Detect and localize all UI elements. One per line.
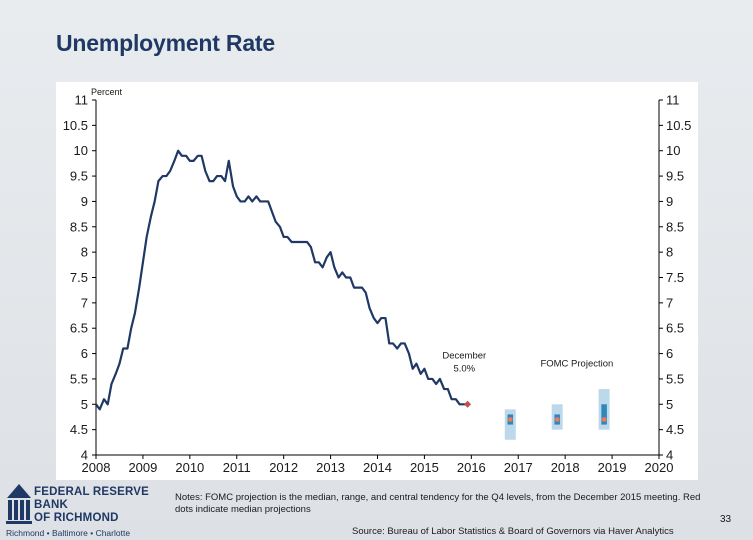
frb-richmond-logo: FEDERAL RESERVE BANK OF RICHMOND Richmon… [6,478,176,540]
y-tick-label-left: 8 [81,245,88,260]
x-tick-label: 2013 [316,460,345,475]
y-tick-label-left: 11 [75,93,89,108]
projection-median-dot-1 [507,417,513,422]
x-tick-label: 2008 [82,460,111,475]
y-tick-label-left: 4.5 [70,422,88,437]
projection-central-tendency-3 [601,404,607,425]
y-tick-label-right: 4.5 [666,422,684,437]
x-tick-label: 2010 [175,460,204,475]
y-tick-label-right: 8 [666,245,673,260]
x-tick-label: 2009 [128,460,157,475]
y-tick-label-right: 8.5 [666,219,684,234]
y-tick-label-left: 7.5 [70,270,88,285]
unemployment-line [95,149,468,411]
x-tick-label: 2015 [410,460,439,475]
y-axis-label: Percent [91,87,123,97]
unemployment-chart: 11 10.5 10 9.5 9 8.5 8 7.5 7 6.5 6 5.5 5 4.5 4 11 10.5 10… [63,87,692,475]
logo-line-1: FEDERAL RESERVE BANK [34,486,150,511]
annotation-3: FOMC Projection [540,358,613,369]
projection-median-dot-2 [554,417,560,422]
y-tick-label-left: 4 [81,448,88,463]
y-tick-label-right: 10.5 [666,118,691,133]
logo-cities: Richmond • Baltimore • Charlotte [6,528,131,538]
page-number: 33 [720,514,732,525]
x-tick-label: 2018 [551,460,580,475]
annotation-1: December [442,351,486,362]
x-tick-label: 2019 [598,460,627,475]
y-tick-label-right: 5 [666,397,673,412]
y-tick-label-left: 6.5 [70,321,88,336]
y-tick-label-right: 4 [666,448,673,463]
y-tick-label-right: 9 [666,194,673,209]
y-tick-label-left: 6 [81,346,88,361]
y-tick-label-left: 5.5 [70,371,88,386]
y-tick-label-right: 7.5 [666,270,684,285]
chart-source: Source: Bureau of Labor Statistics & Boa… [352,526,674,537]
x-tick-label: 2017 [504,460,533,475]
x-tick-label: 2020 [645,460,674,475]
y-tick-label-left: 7 [81,295,88,310]
y-tick-label-left: 10 [74,143,88,158]
slide-title: Unemployment Rate [56,30,275,56]
y-tick-label-right: 10 [666,143,680,158]
y-tick-label-right: 6.5 [666,321,684,336]
projection-median-dot-3 [601,417,607,422]
y-tick-label-left: 9 [81,194,88,209]
annotation-2: 5.0% [453,363,475,374]
y-tick-label-right: 6 [666,346,673,361]
x-tick-label: 2011 [223,460,251,475]
y-tick-label-right: 7 [666,295,673,310]
latest-point-marker [464,400,472,408]
x-tick-label: 2014 [363,460,392,475]
y-tick-label-left: 5 [81,397,88,412]
x-tick-label: 2012 [269,460,298,475]
bank-building-icon [6,484,32,524]
y-tick-label-left: 10.5 [63,118,88,133]
y-tick-label-right: 9.5 [666,169,684,184]
logo-name: FEDERAL RESERVE BANK OF RICHMOND [34,486,184,525]
chart-panel: 11 10.5 10 9.5 9 8.5 8 7.5 7 6.5 6 5.5 5 4.5 4 11 10.5 10… [56,82,698,480]
y-tick-label-left: 9.5 [70,169,88,184]
chart-notes: Notes: FOMC projection is the median, ra… [175,492,701,515]
y-tick-label-right: 5.5 [666,371,684,386]
x-tick-label: 2016 [457,460,486,475]
y-tick-label-left: 8.5 [70,219,88,234]
logo-line-2: OF RICHMOND [34,512,119,524]
y-tick-label-right: 11 [666,93,680,108]
